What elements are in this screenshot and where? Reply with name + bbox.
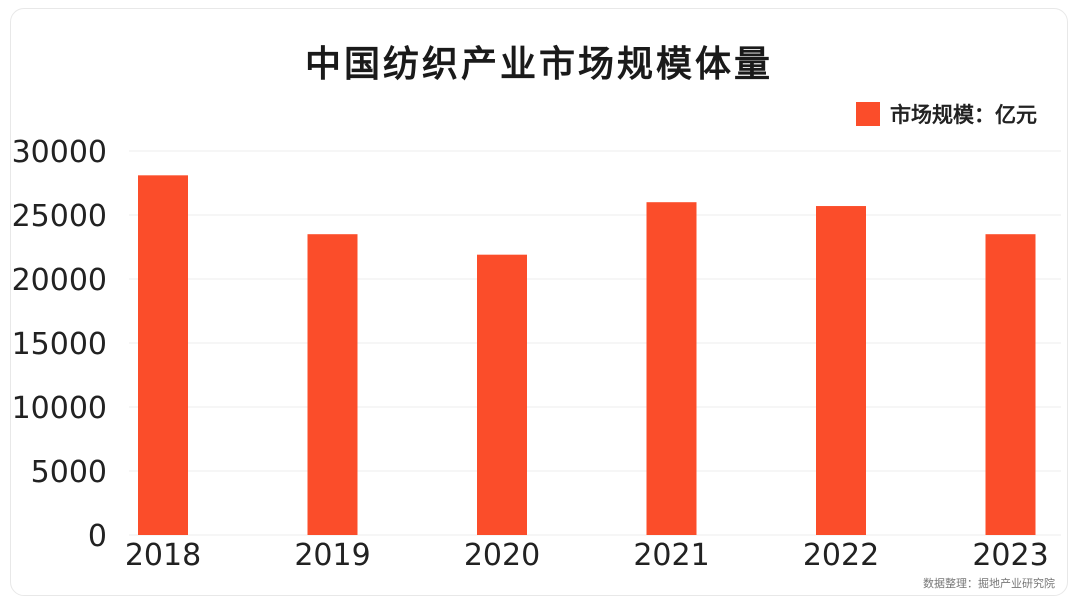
x-tick-label: 2022	[803, 538, 879, 573]
bar-2023	[985, 234, 1036, 535]
y-tick-label: 25000	[12, 199, 107, 234]
legend: 市场规模：亿元	[856, 99, 1037, 129]
chart-card: 中国纺织产业市场规模体量 市场规模：亿元 0 5000 10000 15000 2000…	[10, 8, 1068, 596]
bar-chart: 0 5000 10000 15000 20000 25000 30000 2018 2019 20…	[12, 135, 1061, 573]
bar-2019	[307, 234, 358, 535]
y-tick-label: 15000	[12, 327, 107, 362]
chart-title: 中国纺织产业市场规模体量	[304, 44, 773, 85]
bar-2020	[477, 254, 527, 535]
y-tick-label: 0	[88, 519, 107, 554]
y-tick-label: 20000	[12, 263, 107, 298]
bar-2022	[816, 206, 866, 536]
bar-2021	[646, 202, 697, 535]
legend-swatch	[856, 102, 880, 126]
y-tick-label: 30000	[12, 135, 107, 170]
legend-label: 市场规模：亿元	[890, 103, 1037, 127]
source-note: 数据整理：掘地产业研究院	[923, 577, 1055, 590]
y-tick-label: 10000	[12, 391, 107, 426]
x-tick-label: 2018	[125, 538, 201, 573]
x-tick-label: 2021	[633, 538, 709, 573]
x-tick-label: 2019	[294, 538, 370, 573]
y-tick-label: 5000	[31, 455, 107, 490]
x-tick-label: 2020	[464, 538, 540, 573]
x-tick-label: 2023	[972, 538, 1048, 573]
bar-2018	[138, 175, 188, 535]
